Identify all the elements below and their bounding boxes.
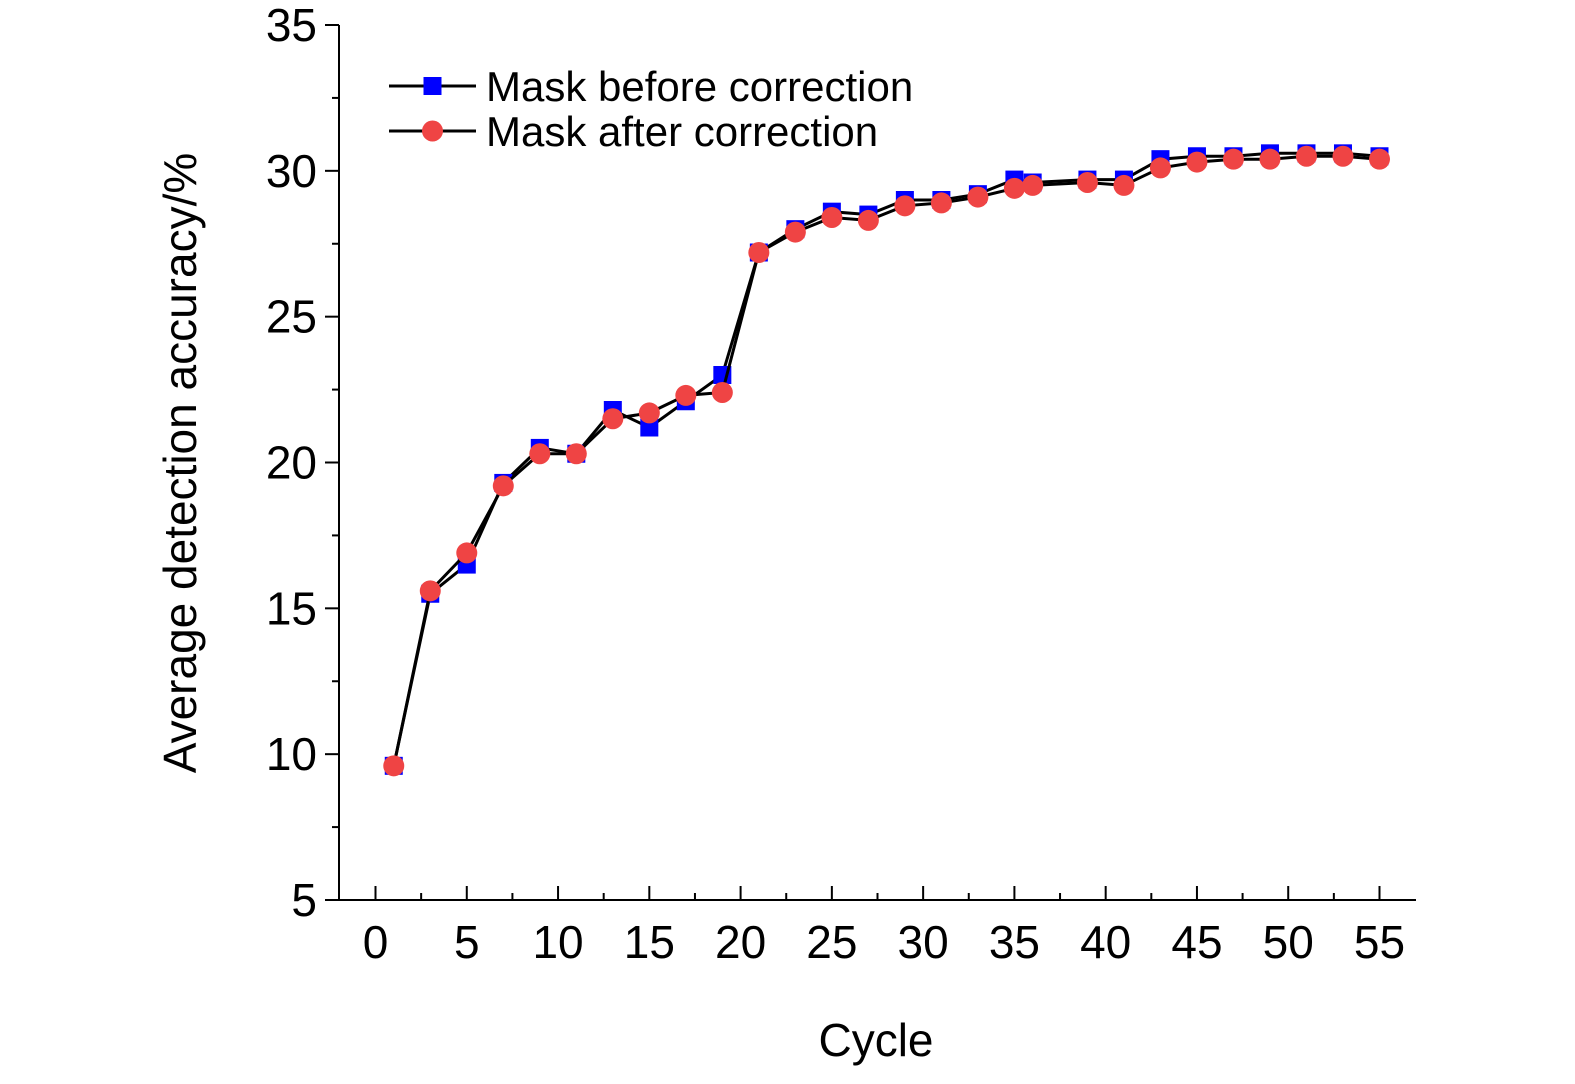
- data-point: [748, 242, 770, 263]
- y-tick-label: 20: [266, 437, 317, 489]
- y-axis-label: Average detection accuracy/%: [154, 153, 206, 774]
- data-point: [675, 384, 697, 406]
- x-tick-label: 25: [806, 916, 857, 968]
- data-point: [1149, 157, 1171, 179]
- legend-item: Mask after correction: [389, 108, 878, 155]
- y-tick-label: 5: [291, 874, 317, 926]
- data-point: [1076, 172, 1098, 193]
- y-tick-label: 15: [266, 582, 317, 634]
- data-point: [967, 186, 989, 208]
- tick-marks: [325, 24, 1381, 901]
- legend-marker: [422, 120, 443, 142]
- data-point: [1368, 148, 1390, 170]
- series-line: [392, 154, 1380, 767]
- data-point: [857, 209, 879, 231]
- x-tick-label: 10: [532, 916, 583, 968]
- axes: [338, 25, 1416, 901]
- x-tick-label: 55: [1354, 916, 1405, 968]
- data-point: [638, 402, 660, 424]
- data-point: [640, 418, 659, 437]
- data-point: [1186, 151, 1208, 173]
- series-line: [392, 151, 1380, 767]
- data-point: [821, 207, 843, 228]
- x-tick-label: 45: [1171, 916, 1222, 968]
- y-tick-label: 30: [266, 145, 317, 197]
- x-axis-label: Cycle: [818, 1014, 933, 1066]
- series-group: [383, 144, 1390, 777]
- data-point: [419, 580, 441, 602]
- data-point: [383, 755, 405, 777]
- legend-marker: [423, 77, 442, 95]
- x-tick-label: 40: [1080, 916, 1131, 968]
- data-point: [492, 475, 514, 497]
- legend-item: Mask before correction: [389, 63, 913, 110]
- data-point: [894, 195, 916, 217]
- data-point: [1113, 174, 1135, 196]
- data-point: [1295, 145, 1317, 167]
- data-point: [784, 221, 806, 243]
- x-tick-label: 35: [989, 916, 1040, 968]
- data-point: [565, 443, 587, 465]
- legend-label: Mask before correction: [486, 63, 913, 110]
- data-point: [602, 408, 624, 430]
- x-tick-label: 30: [898, 916, 949, 968]
- data-point: [456, 542, 478, 564]
- data-point: [529, 443, 551, 465]
- data-point: [1332, 145, 1354, 167]
- x-tick-label: 20: [715, 916, 766, 968]
- data-point: [1259, 148, 1281, 170]
- data-point: [1003, 177, 1025, 199]
- data-point: [930, 192, 952, 214]
- series-2: [383, 145, 1390, 777]
- x-tick-label: 5: [454, 916, 480, 968]
- legend-label: Mask after correction: [486, 108, 878, 155]
- data-point: [1222, 148, 1244, 170]
- x-tick-label: 50: [1263, 916, 1314, 968]
- y-tick-label: 35: [266, 0, 317, 51]
- y-tick-label: 25: [266, 291, 317, 343]
- data-point: [711, 382, 733, 403]
- y-tick-label: 10: [266, 728, 317, 780]
- x-tick-label: 0: [363, 916, 389, 968]
- x-tick-label: 15: [624, 916, 675, 968]
- data-point: [1022, 174, 1044, 196]
